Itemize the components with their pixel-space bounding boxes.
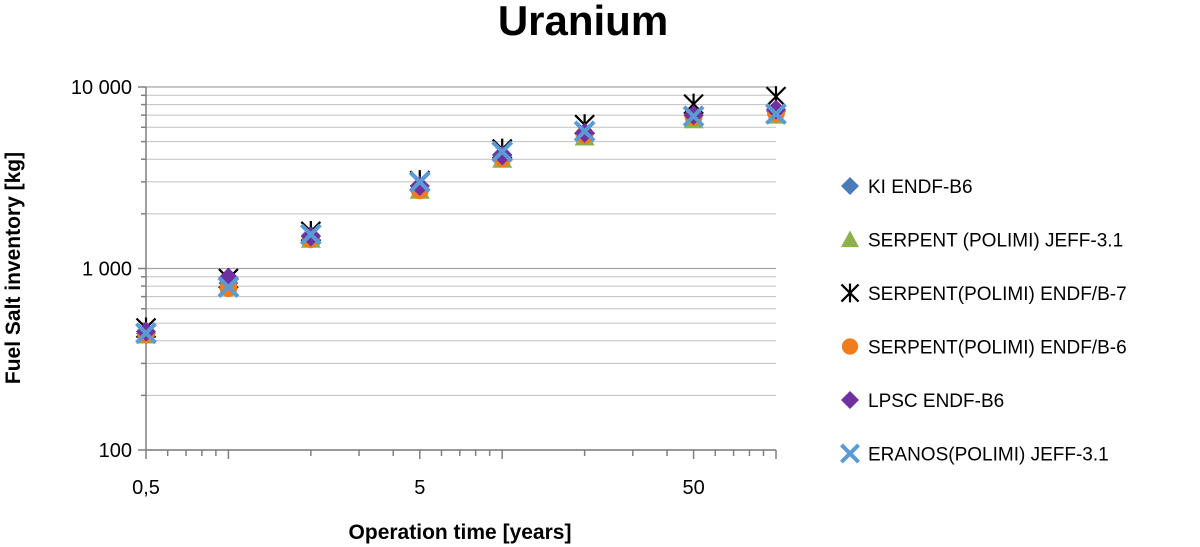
legend-marker	[841, 177, 859, 195]
grid	[146, 86, 776, 451]
legend-item: SERPENT(POLIMI) ENDF/B-7	[840, 283, 1127, 305]
chart-title: Uranium	[498, 0, 668, 44]
legend-marker	[841, 338, 859, 355]
data-point	[766, 99, 786, 120]
legend-marker	[840, 283, 860, 303]
data-points	[135, 86, 787, 345]
x-tick-label: 5	[414, 477, 425, 499]
legend-label: LPSC ENDF-B6	[868, 391, 1004, 412]
series-5	[136, 99, 786, 342]
x-tick-label: 0,5	[132, 477, 160, 499]
legend-item: LPSC ENDF-B6	[841, 391, 1004, 412]
legend-marker	[840, 443, 860, 464]
data-point	[682, 105, 705, 128]
legend-label: SERPENT(POLIMI) ENDF/B-7	[868, 284, 1127, 305]
legend-marker	[841, 391, 859, 409]
axes	[138, 86, 777, 459]
x-tick-label: 50	[682, 477, 704, 499]
legend-item: SERPENT (POLIMI) JEFF-3.1	[841, 230, 1123, 252]
series-2	[136, 105, 786, 344]
legend-item: SERPENT(POLIMI) ENDF/B-6	[841, 338, 1127, 359]
legend-label: ERANOS(POLIMI) JEFF-3.1	[868, 445, 1109, 466]
data-point	[217, 276, 240, 298]
y-tick-label: 100	[99, 440, 132, 462]
legend-label: SERPENT(POLIMI) ENDF/B-6	[868, 338, 1127, 359]
data-point	[408, 170, 431, 193]
tick-labels: 100 1 000 10 000 0,5 5 50	[71, 77, 705, 499]
data-point	[135, 322, 157, 345]
series-4	[137, 103, 785, 344]
legend-marker	[841, 230, 859, 248]
y-tick-label: 1 000	[82, 259, 132, 281]
y-tick-label: 10 000	[71, 77, 132, 99]
series-6	[135, 103, 787, 345]
y-axis-label: Fuel Salt inventory [kg]	[2, 152, 25, 384]
legend-label: KI ENDF-B6	[868, 177, 973, 198]
legend: KI ENDF-B6 SERPENT (POLIMI) JEFF-3.1 SERPE…	[840, 177, 1127, 466]
data-point	[765, 103, 787, 125]
data-point	[299, 223, 322, 246]
data-point	[409, 175, 430, 196]
legend-label: SERPENT (POLIMI) JEFF-3.1	[868, 231, 1123, 252]
legend-item: KI ENDF-B6	[841, 177, 973, 198]
data-point	[492, 145, 513, 166]
legend-item: ERANOS(POLIMI) JEFF-3.1	[840, 443, 1109, 466]
series-1	[136, 101, 786, 344]
data-point	[491, 140, 514, 163]
x-axis-label: Operation time [years]	[349, 521, 572, 544]
data-point	[573, 120, 596, 143]
